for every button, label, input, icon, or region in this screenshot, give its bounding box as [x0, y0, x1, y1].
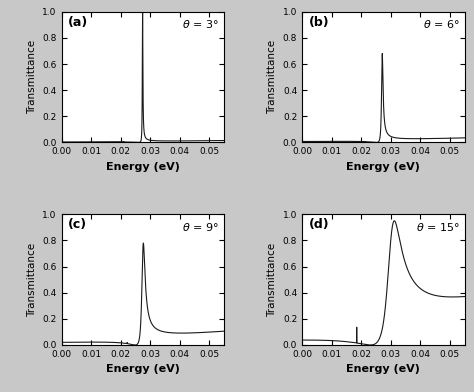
Text: $\theta$ = 3°: $\theta$ = 3° — [182, 18, 219, 30]
Y-axis label: Transmittance: Transmittance — [27, 243, 37, 317]
X-axis label: Energy (eV): Energy (eV) — [346, 365, 420, 374]
X-axis label: Energy (eV): Energy (eV) — [346, 162, 420, 172]
Text: (a): (a) — [68, 16, 88, 29]
Y-axis label: Transmittance: Transmittance — [27, 40, 37, 114]
Text: $\theta$ = 15°: $\theta$ = 15° — [416, 221, 460, 233]
Text: $\theta$ = 9°: $\theta$ = 9° — [182, 221, 219, 233]
X-axis label: Energy (eV): Energy (eV) — [106, 365, 180, 374]
Y-axis label: Transmittance: Transmittance — [267, 243, 277, 317]
Y-axis label: Transmittance: Transmittance — [267, 40, 277, 114]
Text: (d): (d) — [309, 218, 329, 231]
Text: (b): (b) — [309, 16, 329, 29]
Text: (c): (c) — [68, 218, 87, 231]
Text: $\theta$ = 6°: $\theta$ = 6° — [423, 18, 460, 30]
X-axis label: Energy (eV): Energy (eV) — [106, 162, 180, 172]
